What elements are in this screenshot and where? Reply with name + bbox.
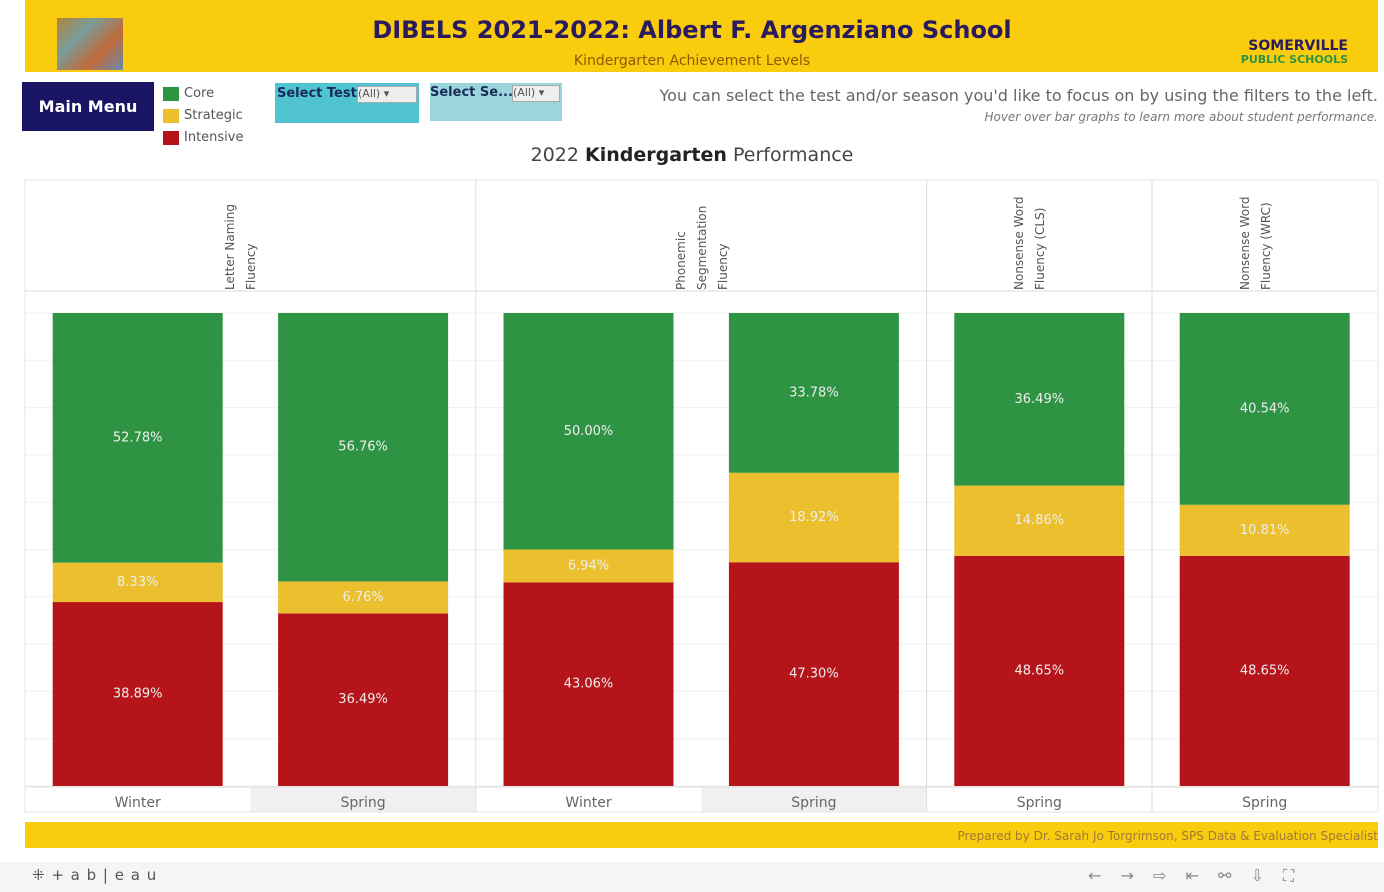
value-label: 8.33%	[117, 575, 158, 590]
x-tick-label: Winter	[115, 795, 161, 811]
value-label: 50.00%	[564, 424, 614, 439]
x-tick-label: Spring	[341, 795, 386, 811]
value-label: 36.49%	[1015, 392, 1065, 407]
x-tick-label: Spring	[1242, 795, 1287, 811]
x-tick-label: Spring	[1017, 795, 1062, 811]
value-label: 47.30%	[789, 667, 839, 682]
panel-header: Nonsense Word Fluency (CLS)	[1009, 186, 1051, 290]
panel-header: Nonsense Word Fluency (WRC)	[1235, 186, 1277, 290]
value-label: 43.06%	[564, 677, 614, 692]
tableau-brand: ⁜ + a b | e a u	[32, 866, 157, 884]
value-label: 56.76%	[338, 440, 388, 455]
value-label: 10.81%	[1240, 523, 1290, 538]
dashboard: DIBELS 2021-2022: Albert F. Argenziano S…	[0, 0, 1384, 892]
value-label: 33.78%	[789, 385, 839, 400]
value-label: 52.78%	[113, 430, 163, 445]
value-label: 48.65%	[1015, 663, 1065, 678]
toolbar-buttons[interactable]: ← → ⇨ ⇤ ⚯ ⇩ ⛶	[1088, 866, 1294, 886]
value-label: 14.86%	[1015, 513, 1065, 528]
value-label: 38.89%	[113, 687, 163, 702]
chart: Winter 38.89% 8.33% 52.78% Spring 36.49% 6.76%…	[0, 0, 1384, 892]
value-label: 6.76%	[342, 590, 383, 605]
x-tick-label: Winter	[565, 795, 611, 811]
brand-text: + a b | e a u	[51, 866, 157, 884]
panel-header: Letter Naming Fluency	[220, 186, 262, 290]
value-label: 18.92%	[789, 510, 839, 525]
value-label: 36.49%	[338, 692, 388, 707]
panel-header: Phonemic Segmentation Fluency	[671, 186, 734, 290]
footer-credit: Prepared by Dr. Sarah Jo Torgrimson, SPS…	[958, 829, 1378, 843]
x-tick-label: Spring	[791, 795, 836, 811]
value-label: 48.65%	[1240, 663, 1290, 678]
value-label: 40.54%	[1240, 401, 1290, 416]
value-label: 6.94%	[568, 558, 609, 573]
